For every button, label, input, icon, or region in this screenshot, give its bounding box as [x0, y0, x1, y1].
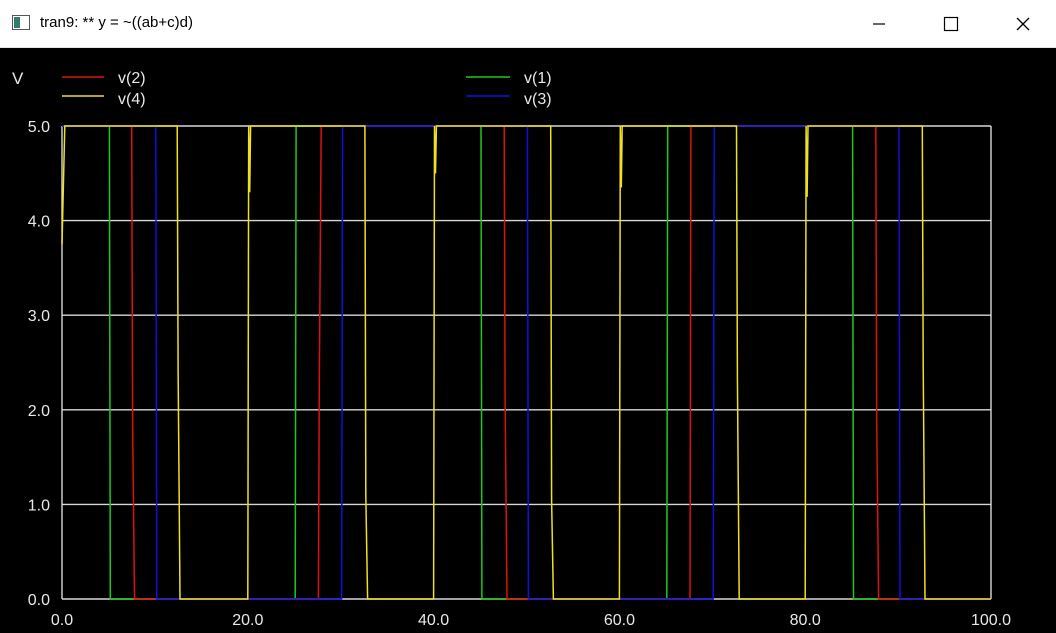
app-icon — [12, 15, 30, 30]
minimize-button[interactable] — [856, 0, 902, 47]
y-tick-label: 3.0 — [28, 308, 50, 325]
plot-area[interactable]: 0.0 1.0 2.0 3.0 4.0 5.0 0.0 20.0 40.0 60.0 80.0 100… — [0, 48, 1056, 629]
x-tick-label: 80.0 — [790, 612, 821, 628]
legend-v3-label: v(3) — [524, 91, 552, 108]
legend-v1-label: v(1) — [524, 70, 552, 87]
y-tick-label: 5.0 — [28, 119, 50, 136]
legend-v2-label: v(2) — [118, 70, 146, 87]
waveform-chart: 0.0 1.0 2.0 3.0 4.0 5.0 0.0 20.0 40.0 60.0 80.0 100… — [12, 69, 1011, 629]
x-tick-label: 0.0 — [51, 612, 73, 628]
series-line-v1 — [62, 125, 991, 600]
x-tick-label: 100.0 — [971, 612, 1011, 628]
window-titlebar[interactable]: tran9: ** y = ~((ab+c)d) — [0, 0, 1056, 48]
y-axis-label: V — [12, 69, 24, 88]
grid — [61, 125, 992, 600]
maximize-icon — [943, 16, 959, 31]
close-icon — [1016, 17, 1030, 30]
series-line-v4 — [61, 125, 991, 600]
y-tick-label: 0.0 — [28, 592, 50, 609]
series-group — [61, 125, 991, 600]
x-tick-label: 20.0 — [232, 612, 263, 628]
x-tick-label: 40.0 — [418, 612, 449, 628]
legend: v(2) v(4) v(1) v(3) — [62, 70, 552, 108]
x-tick-label: 60.0 — [604, 612, 635, 628]
y-tick-label: 1.0 — [28, 497, 50, 514]
y-tick-label: 2.0 — [28, 403, 50, 420]
close-button[interactable] — [1000, 0, 1046, 47]
maximize-button[interactable] — [928, 0, 974, 47]
legend-v4-label: v(4) — [118, 91, 146, 108]
y-tick-label: 4.0 — [28, 214, 50, 231]
series-line-v2 — [62, 125, 991, 600]
series-line-v3 — [62, 125, 991, 600]
window-title: tran9: ** y = ~((ab+c)d) — [40, 14, 193, 31]
minimize-icon — [873, 22, 885, 25]
tick-labels: 0.0 1.0 2.0 3.0 4.0 5.0 0.0 20.0 40.0 60.0 80.0 100… — [28, 119, 1011, 629]
